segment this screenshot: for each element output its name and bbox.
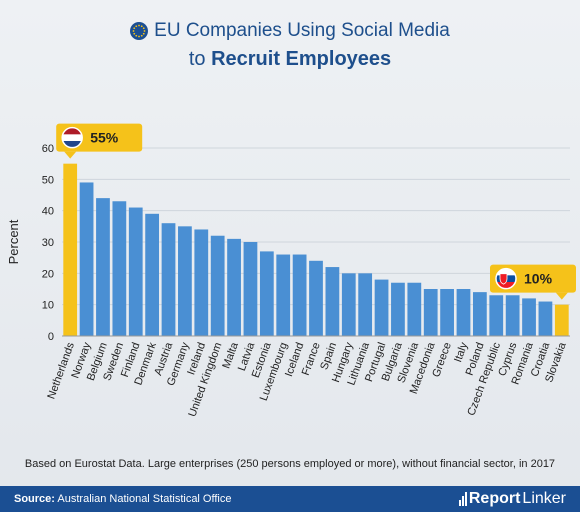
title-line2-prefix: to	[188, 48, 212, 70]
bar	[161, 223, 176, 336]
bar	[391, 282, 405, 336]
bar	[112, 201, 127, 336]
brand-name-light: Linker	[522, 490, 566, 507]
bar	[489, 295, 504, 336]
bar	[292, 254, 307, 336]
y-tick-label: 60	[42, 143, 54, 155]
y-tick-label: 40	[42, 206, 54, 218]
bar	[194, 229, 209, 336]
source-label: Source:	[14, 493, 55, 505]
bar	[440, 289, 454, 336]
callout-low-pointer	[555, 292, 568, 300]
bar	[374, 279, 389, 336]
eu-flag-icon	[130, 22, 149, 40]
bar	[358, 273, 373, 336]
bar	[554, 304, 569, 336]
bar	[96, 198, 110, 336]
y-tick-label: 20	[42, 268, 54, 280]
bar	[259, 251, 274, 336]
bar	[309, 260, 323, 336]
netherlands-flag-icon	[61, 126, 83, 149]
bar	[325, 267, 340, 336]
bar	[472, 292, 487, 336]
bar	[276, 254, 291, 336]
bar	[538, 301, 553, 336]
title-line1-text: EU Companies Using Social Media	[154, 20, 450, 41]
slovakia-flag-icon	[495, 267, 517, 290]
bar	[79, 182, 94, 336]
bar	[210, 235, 225, 336]
bar	[243, 242, 258, 336]
brand-logo: Report Linker	[458, 490, 566, 508]
source-text: Australian National Statistical Office	[57, 493, 232, 505]
callout-low-label: 10%	[524, 271, 553, 287]
footnote: Based on Eurostat Data. Large enterprise…	[24, 458, 556, 470]
chart-title: EU Companies Using Social Media	[0, 20, 580, 42]
chart-subtitle: to Recruit Employees	[0, 48, 580, 71]
bar	[341, 273, 356, 336]
bar	[456, 289, 471, 336]
bar-chart: 0102030405060PercentNetherlandsNorwayBel…	[6, 123, 576, 419]
source-line: Source: Australian National Statistical …	[14, 493, 231, 505]
brand-name-bold: Report	[468, 490, 521, 507]
title-area: EU Companies Using Social Media to Recru…	[0, 20, 580, 71]
callout-high-pointer	[64, 151, 77, 159]
bar	[407, 282, 422, 336]
bar	[227, 238, 241, 336]
bar	[522, 298, 536, 336]
bar	[178, 226, 192, 336]
bar	[128, 207, 143, 336]
title-line2-bold: Recruit Employees	[211, 48, 392, 70]
footer-bar: Source: Australian National Statistical …	[0, 486, 580, 512]
bar	[63, 163, 78, 336]
bar	[423, 289, 438, 336]
y-axis-label: Percent	[6, 219, 21, 264]
y-tick-label: 30	[42, 237, 54, 249]
y-tick-label: 10	[42, 300, 54, 312]
logo-bars-icon	[458, 492, 467, 506]
bar	[505, 295, 520, 336]
callout-high-label: 55%	[90, 130, 119, 146]
bar	[145, 213, 160, 336]
y-tick-label: 50	[42, 174, 54, 186]
y-tick-label: 0	[48, 331, 54, 343]
